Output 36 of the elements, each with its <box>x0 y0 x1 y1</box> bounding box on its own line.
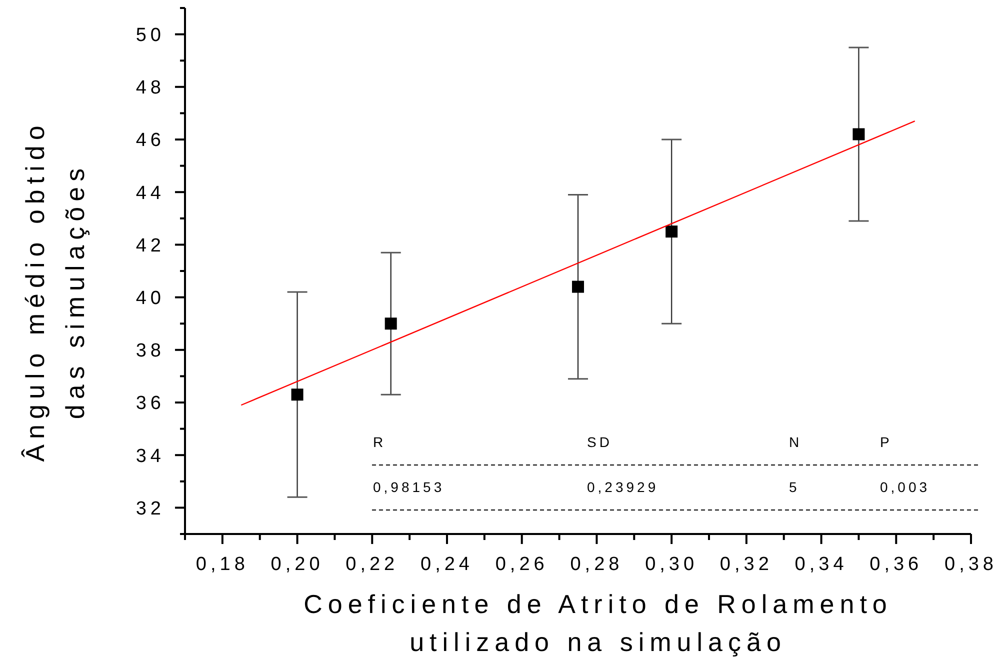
point <box>666 226 678 238</box>
x-tick-label: 0,30 <box>645 554 698 575</box>
annotation: 0,003 <box>880 479 930 495</box>
annotation: 0,23929 <box>587 479 659 495</box>
y-tick-label: 48 <box>136 78 165 99</box>
x-tick-label: 0,22 <box>346 554 399 575</box>
x-tick-label: 0,24 <box>420 554 474 575</box>
x-tick-label: 0,26 <box>495 554 548 575</box>
y-tick-label: 32 <box>136 498 165 520</box>
y-tick-label: 46 <box>136 130 165 152</box>
x-tick-label: 0,36 <box>870 554 923 575</box>
y-tick-label: 34 <box>136 446 165 467</box>
x-tick-label: 0,34 <box>794 554 848 575</box>
x-tick-label: 0,32 <box>720 554 773 575</box>
y-axis-title: Ângulo médio obtido das simulações <box>20 120 90 462</box>
point <box>852 128 865 140</box>
x-tick-label: 0,28 <box>570 554 624 575</box>
annotation: 0,98153 <box>373 479 445 495</box>
x-axis-title: Coeficiente de Atrito de Rolamento utilizado na simulação <box>304 589 892 657</box>
y-tick-label: 40 <box>136 288 165 309</box>
x-tick-label: 0,18 <box>196 554 249 575</box>
y-tick-label: 36 <box>136 393 165 414</box>
point <box>384 318 397 330</box>
y-tick-label: 42 <box>136 235 165 256</box>
point <box>291 388 304 401</box>
annotation: R <box>373 434 386 450</box>
y-tick-label: 38 <box>136 340 165 362</box>
x-tick-label: 0,20 <box>270 554 324 575</box>
annotation: SD <box>587 434 612 450</box>
y-tick-label: 50 <box>136 24 165 46</box>
annotation: P <box>880 434 892 450</box>
y-tick-label: 44 <box>136 182 165 204</box>
annotation: 5 <box>789 479 800 495</box>
x-tick-label: 0,38 <box>944 554 998 575</box>
annotation: N <box>789 434 802 450</box>
point <box>572 280 584 293</box>
